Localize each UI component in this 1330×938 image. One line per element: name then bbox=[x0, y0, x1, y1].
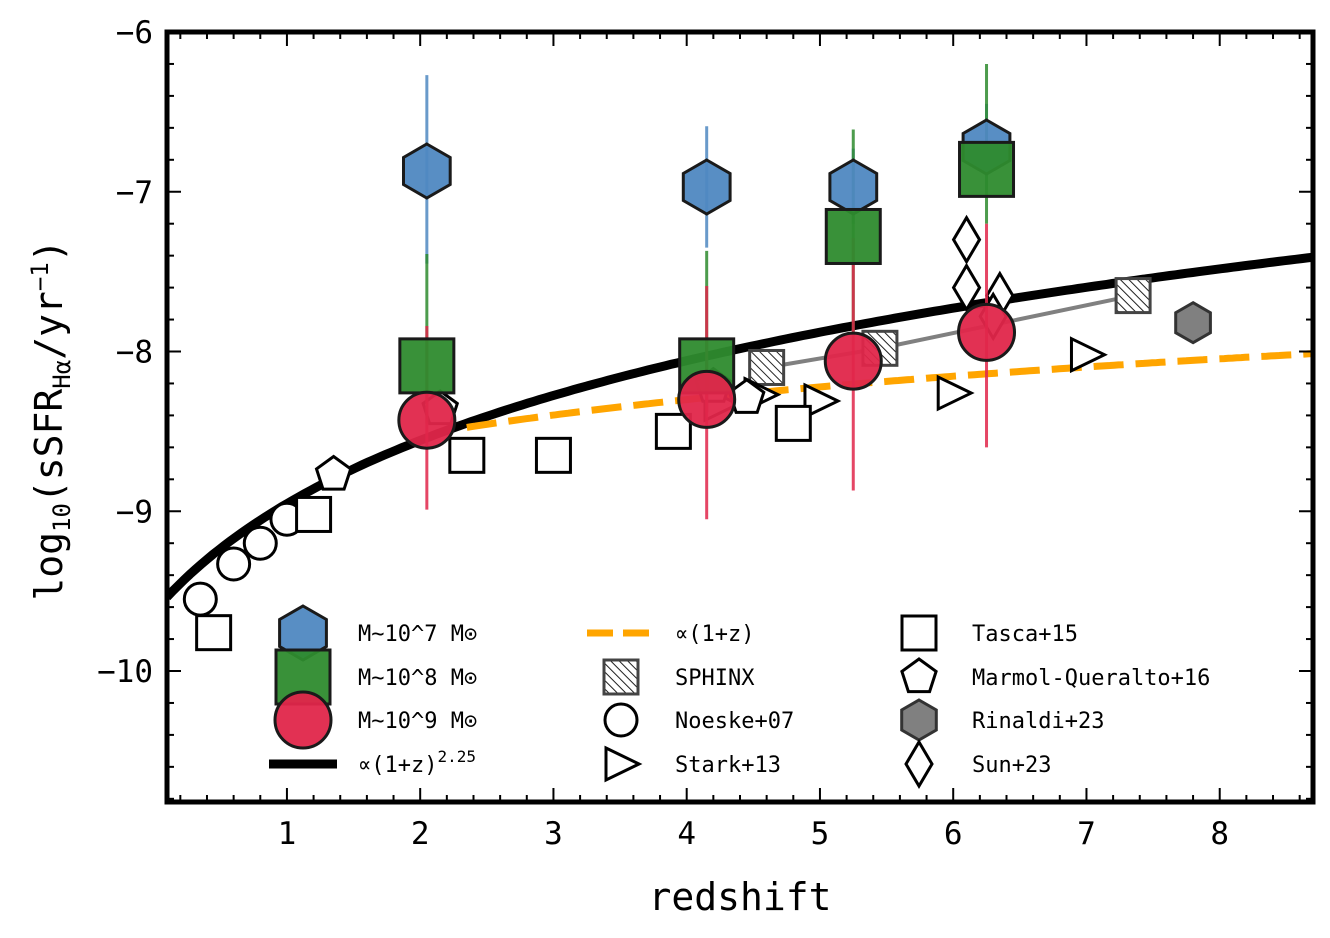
x-tick-label-0: 1 bbox=[278, 816, 297, 852]
legend-label-0-3: ∝(1+z)2.25 bbox=[358, 747, 476, 778]
lit-1-point-0 bbox=[182, 581, 218, 617]
legend-marker-1-3 bbox=[604, 745, 643, 783]
y-title-mid: /yr bbox=[27, 291, 71, 360]
y-title-prefix: log bbox=[27, 532, 71, 601]
y-tick-label-2: −8 bbox=[116, 335, 153, 371]
lit-1-point-1 bbox=[216, 546, 252, 582]
chart-legend: M~10^7 M⊙ M~10^8 M⊙ M~10^9 M⊙ ∝(1+z)2.25 ∝(1… bbox=[269, 604, 1210, 789]
lit-0-point-0 bbox=[748, 348, 786, 386]
series-0-point-2 bbox=[828, 158, 879, 216]
x-tick-label-3: 4 bbox=[677, 816, 696, 852]
lit-2-point-4 bbox=[1069, 336, 1108, 374]
series-2-point-3 bbox=[957, 302, 1017, 362]
legend-label-1-0: ∝(1+z) bbox=[675, 622, 754, 647]
legend-label-1-2: Noeske+07 bbox=[675, 709, 794, 734]
x-tick-label-4: 5 bbox=[811, 816, 830, 852]
series-1-point-3 bbox=[958, 140, 1016, 198]
x-tick-label-5: 6 bbox=[944, 816, 963, 852]
series-1-point-2 bbox=[824, 207, 882, 265]
legend-label-0-2: M~10^9 M⊙ bbox=[358, 709, 477, 734]
lit-0-point-2 bbox=[1114, 277, 1152, 315]
y-title-sub: 10 bbox=[48, 503, 76, 532]
legend-label-0-1: M~10^8 M⊙ bbox=[358, 666, 477, 691]
y-tick-label-0: −10 bbox=[97, 654, 153, 690]
lit-5-point-0 bbox=[1174, 300, 1212, 345]
legend-label-2-2: Rinaldi+23 bbox=[972, 709, 1104, 734]
lit-6-point-0 bbox=[951, 214, 982, 265]
series-2-point-2 bbox=[823, 331, 883, 391]
lit-2-point-2 bbox=[803, 382, 842, 420]
lit-3-point-2 bbox=[448, 436, 486, 474]
legend-label-2-3: Sun+23 bbox=[972, 753, 1051, 778]
lit-2-point-3 bbox=[936, 374, 975, 412]
legend-marker-2-3 bbox=[904, 739, 934, 789]
lit-3-point-4 bbox=[654, 412, 692, 450]
x-tick-label-2: 3 bbox=[544, 816, 563, 852]
lit-6-point-1 bbox=[951, 262, 982, 313]
series-0-point-0 bbox=[402, 142, 452, 200]
legend-marker-0-2 bbox=[273, 690, 333, 750]
y-axis-title: log10(sSFRHα/yr−1) bbox=[26, 239, 76, 600]
y-title-open: (sSFR bbox=[27, 389, 71, 504]
fit-line-1 bbox=[466, 350, 1313, 431]
legend-marker-2-1 bbox=[900, 657, 938, 694]
y-tick-label-3: −7 bbox=[116, 175, 153, 211]
series-1-point-0 bbox=[398, 337, 456, 395]
lit-3-point-1 bbox=[295, 495, 333, 533]
y-tick-label-4: −6 bbox=[116, 15, 153, 51]
lit-1-point-2 bbox=[242, 525, 278, 561]
y-title-close: ) bbox=[27, 239, 71, 262]
legend-label-1-1: SPHINX bbox=[675, 666, 755, 691]
x-tick-label-7: 8 bbox=[1210, 816, 1229, 852]
series-0-point-1 bbox=[681, 158, 732, 216]
y-title-sub2: Hα bbox=[48, 360, 76, 389]
y-title-sup: −1 bbox=[26, 262, 54, 291]
legend-label-1-3: Stark+13 bbox=[675, 753, 781, 778]
y-tick-label-1: −9 bbox=[116, 494, 153, 530]
legend-label-2-1: Marmol-Queralto+16 bbox=[972, 666, 1210, 691]
legend-label-0-0: M~10^7 M⊙ bbox=[358, 622, 477, 647]
legend-label-2-0: Tasca+15 bbox=[972, 622, 1078, 647]
legend-marker-2-2 bbox=[900, 698, 938, 742]
lit-3-point-0 bbox=[195, 614, 233, 652]
legend-marker-1-2 bbox=[603, 702, 639, 738]
series-2-point-0 bbox=[397, 390, 457, 450]
legend-marker-2-0 bbox=[900, 614, 938, 652]
lit-3-point-3 bbox=[534, 436, 572, 474]
lit-3-point-5 bbox=[774, 404, 812, 442]
x-axis-title: redshift bbox=[648, 875, 831, 919]
series-2-point-1 bbox=[677, 369, 737, 429]
legend-marker-1-1 bbox=[602, 658, 640, 696]
lit-4-point-0 bbox=[314, 454, 353, 491]
x-tick-label-1: 2 bbox=[411, 816, 430, 852]
x-tick-label-6: 7 bbox=[1077, 816, 1096, 852]
